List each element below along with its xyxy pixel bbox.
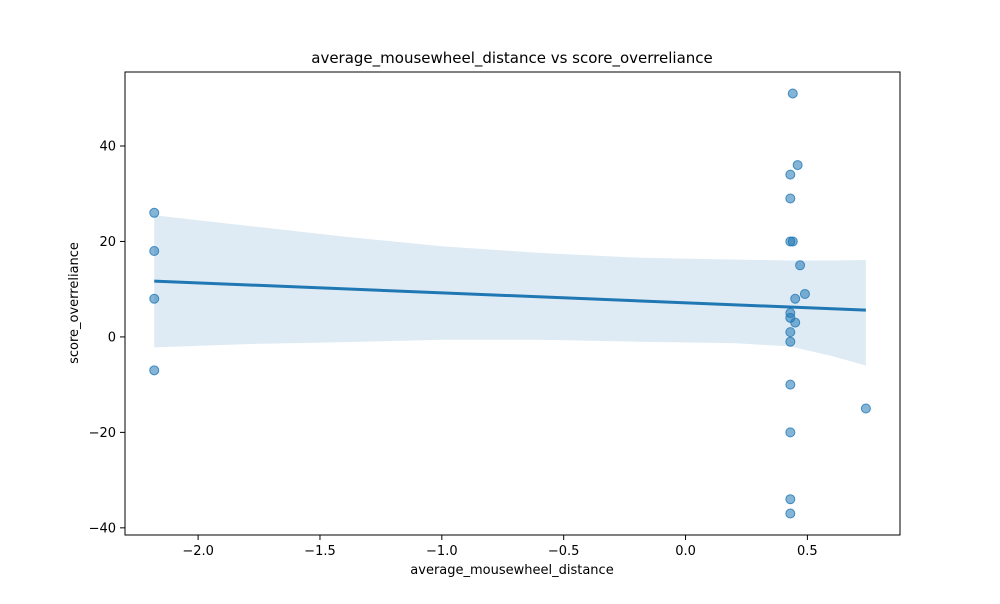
scatter-point <box>785 169 796 180</box>
scatter-point <box>149 365 160 376</box>
x-tick-label: −1.5 <box>304 544 336 559</box>
y-tick-label: 40 <box>99 139 116 154</box>
x-tick-label: 0.0 <box>675 544 696 559</box>
scatter-point <box>785 193 796 204</box>
scatter-point <box>149 207 160 218</box>
plot-frame <box>124 71 901 536</box>
scatter-point <box>860 403 871 414</box>
x-tick-label: −2.0 <box>182 544 214 559</box>
scatter-point <box>149 245 160 256</box>
y-tick-label: −40 <box>89 521 116 536</box>
scatter-point <box>785 427 796 438</box>
x-tick-label: 0.5 <box>797 544 818 559</box>
scatter-point <box>792 160 803 171</box>
scatter-point <box>787 236 798 247</box>
y-axis-label: score_overreliance <box>67 242 82 364</box>
scatter-point <box>790 293 801 304</box>
scatter-point <box>785 379 796 390</box>
scatter-point <box>149 293 160 304</box>
scatter-point <box>785 508 796 519</box>
scatter-point <box>785 327 796 338</box>
y-tick-label: 0 <box>108 330 116 345</box>
chart-title: average_mousewheel_distance vs score_ove… <box>311 49 713 68</box>
x-tick-label: −0.5 <box>548 544 580 559</box>
x-axis-label: average_mousewheel_distance <box>410 563 613 578</box>
scatter-point <box>785 336 796 347</box>
regression-line <box>154 279 866 312</box>
scatter-point <box>790 317 801 328</box>
scatter-point <box>799 288 810 299</box>
scatter-point <box>787 88 798 99</box>
plot-area <box>149 88 871 519</box>
axes: −2.0 −1.5 −1.0 −0.5 0.0 0.5 −40 −20 0 20 40 <box>89 71 901 559</box>
confidence-band <box>154 215 866 366</box>
y-tick-label: 20 <box>99 235 116 250</box>
scatter-point <box>795 260 806 271</box>
x-tick-label: −1.0 <box>426 544 458 559</box>
y-tick-label: −20 <box>89 426 116 441</box>
scatter-point <box>785 494 796 505</box>
